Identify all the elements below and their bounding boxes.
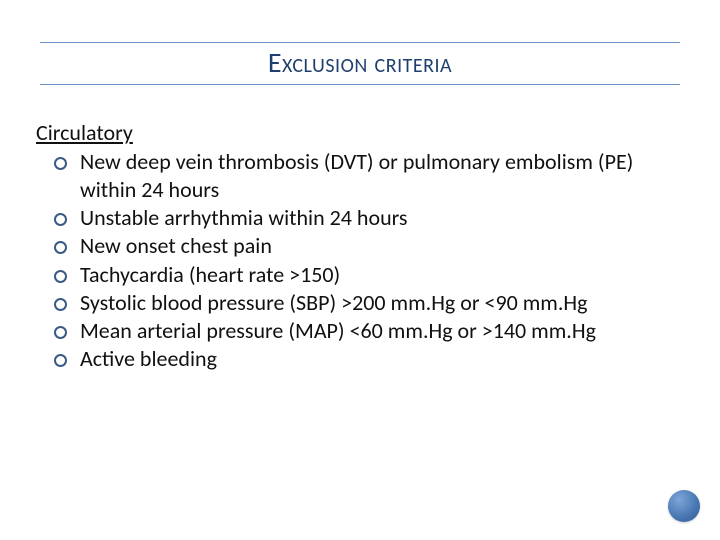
list-item: Mean arterial pressure (MAP) <60 mm.Hg o… xyxy=(54,317,684,345)
list-item: New deep vein thrombosis (DVT) or pulmon… xyxy=(54,148,684,204)
list-item: Systolic blood pressure (SBP) >200 mm.Hg… xyxy=(54,289,684,317)
list-item: Active bleeding xyxy=(54,345,684,373)
list-item: Unstable arrhythmia within 24 hours xyxy=(54,204,684,232)
criteria-list: New deep vein thrombosis (DVT) or pulmon… xyxy=(36,148,684,373)
content-area: Circulatory New deep vein thrombosis (DV… xyxy=(0,91,720,373)
decorative-circle-icon xyxy=(668,490,700,522)
list-item: Tachycardia (heart rate >150) xyxy=(54,261,684,289)
slide-title: Exclusion criteria xyxy=(40,42,680,85)
title-container: Exclusion criteria xyxy=(0,0,720,91)
list-item: New onset chest pain xyxy=(54,232,684,260)
slide: Exclusion criteria Circulatory New deep … xyxy=(0,0,720,540)
section-heading: Circulatory xyxy=(36,119,684,146)
